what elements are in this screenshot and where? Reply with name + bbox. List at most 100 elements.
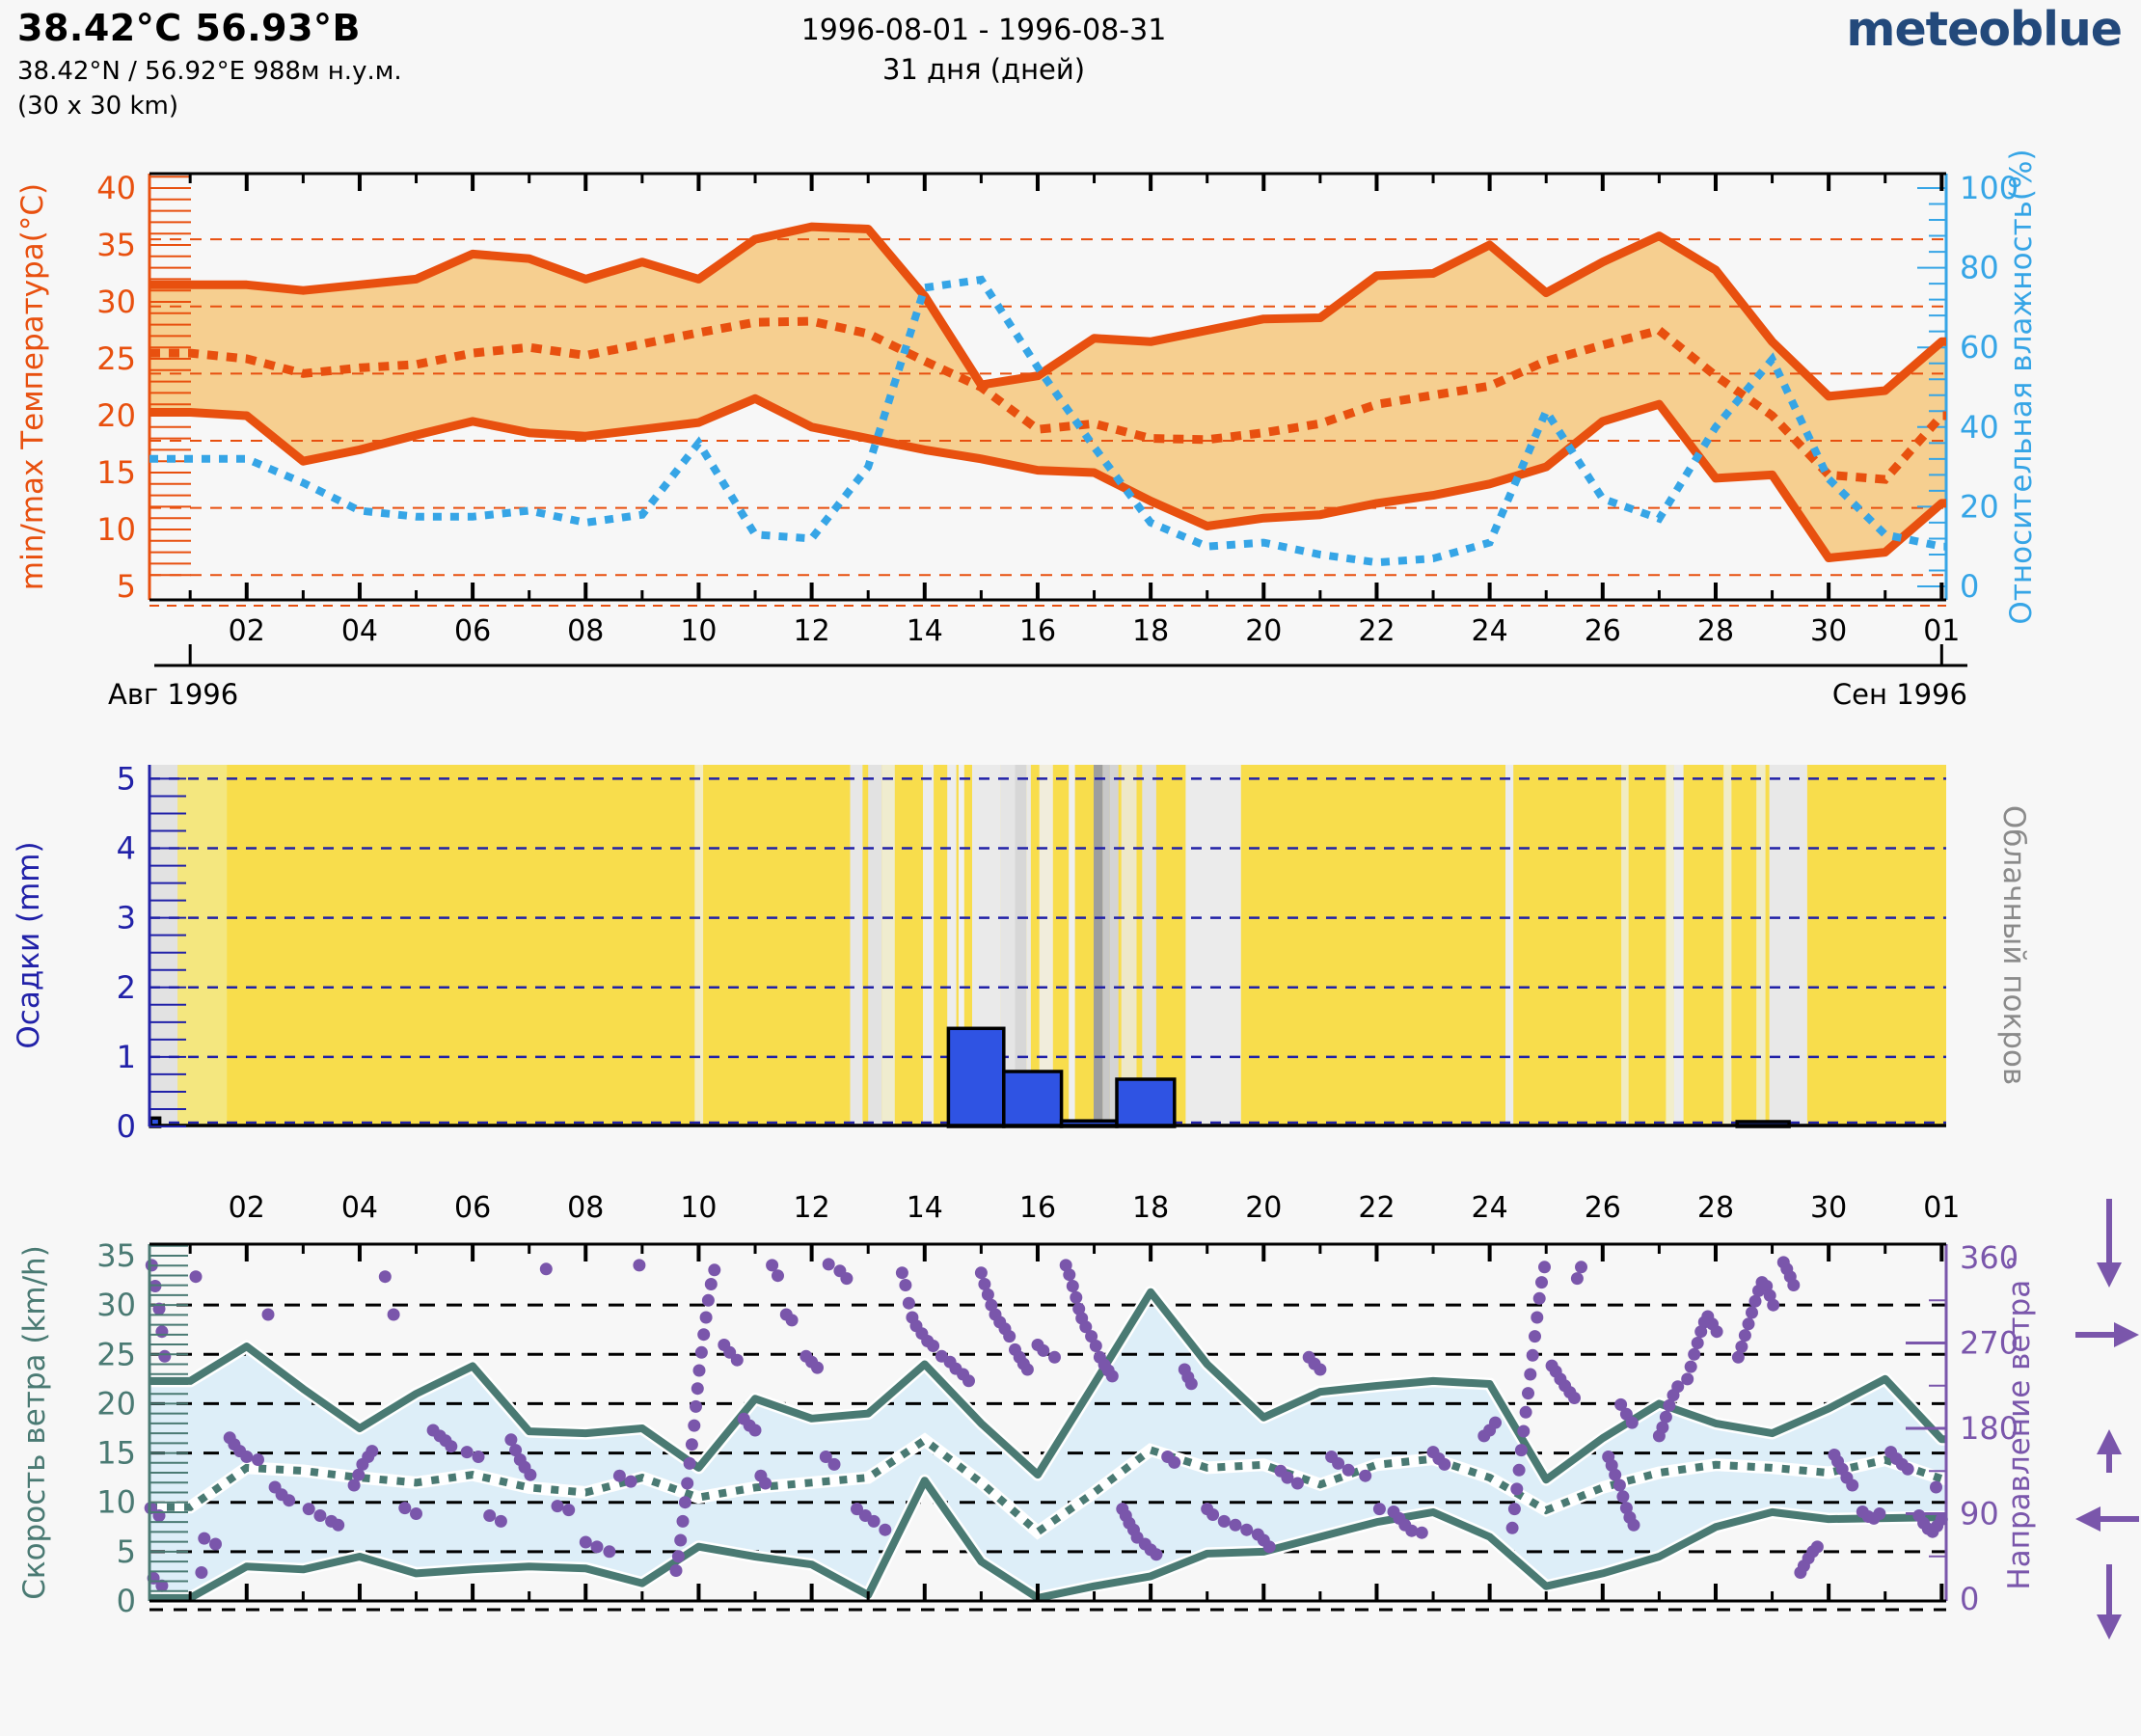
wind-direction-dot (1846, 1478, 1859, 1492)
svg-text:Относительная влажность(%): Относительная влажность(%) (2004, 149, 2039, 624)
wind-direction-dot (1003, 1330, 1016, 1343)
wind-direction-dot (579, 1535, 592, 1549)
svg-text:26: 26 (1585, 1191, 1621, 1225)
wind-direction-dot (692, 1364, 706, 1377)
svg-text:20: 20 (1245, 1191, 1282, 1225)
wind-direction-dot (1217, 1514, 1231, 1528)
tmin-line (149, 393, 1946, 562)
wind-direction-dot (1359, 1469, 1372, 1482)
wind-direction-dot (195, 1566, 208, 1579)
wind-direction-dot (1372, 1503, 1386, 1516)
wind-direction-dot (697, 1328, 711, 1342)
wind-direction-dot (1489, 1416, 1502, 1429)
precipitation-chart: 0 1 2 3 4 5 Осадки (mm) Облачный покров (12, 760, 2031, 1145)
wind-direction-dot (1070, 1290, 1083, 1304)
wind-direction-dot (1619, 1502, 1633, 1515)
wind-direction-dot (759, 1477, 772, 1490)
wind-direction-dot (772, 1269, 784, 1283)
wind-direction-dot (1526, 1348, 1539, 1362)
svg-text:22: 22 (1358, 614, 1395, 648)
wind-direction-dot (445, 1440, 458, 1453)
svg-text:100: 100 (1960, 170, 2019, 206)
wind-direction-dot (1519, 1405, 1532, 1419)
svg-text:16: 16 (1019, 1191, 1056, 1225)
svg-text:10: 10 (96, 1484, 136, 1521)
wind-direction-dot (962, 1374, 975, 1388)
wind-direction-dot (678, 1496, 691, 1509)
wind-direction-dot (1671, 1380, 1685, 1394)
svg-text:16: 16 (1019, 614, 1056, 648)
svg-text:30: 30 (96, 1287, 136, 1323)
wind-direction-dot (189, 1270, 203, 1284)
location-coordinates: 38.42°N / 56.92°E 988м н.у.м. (17, 56, 402, 86)
svg-text:12: 12 (794, 614, 830, 648)
wind-direction-dot (708, 1263, 721, 1277)
wind-direction-dot (704, 1278, 718, 1290)
wind-direction-arrow-icon (2097, 1262, 2122, 1288)
svg-text:14: 14 (907, 1191, 943, 1225)
svg-text:18: 18 (1132, 1191, 1169, 1225)
cloud-stripe (947, 765, 957, 1126)
wind-direction-dot (1514, 1444, 1528, 1457)
wind-direction-dot (1767, 1298, 1780, 1312)
wind-direction-dot (1037, 1343, 1050, 1357)
wind-direction-dot (352, 1468, 366, 1481)
cloud-stripe (1015, 765, 1027, 1126)
svg-text:4: 4 (117, 830, 136, 867)
wind-direction-dot (1510, 1482, 1524, 1496)
cloud-stripe (868, 765, 882, 1126)
cloud-stripe (1769, 765, 1807, 1126)
wind-direction-dot (366, 1445, 379, 1458)
wind-direction-arrow-icon (2097, 1429, 2122, 1454)
wind-direction-dot (1763, 1288, 1776, 1302)
wind-direction-dot (504, 1433, 518, 1447)
wind-direction-dot (981, 1288, 994, 1301)
wind-direction-dot (1735, 1340, 1748, 1353)
wind-direction-dot (1532, 1291, 1546, 1305)
wind-direction-dot (1748, 1294, 1762, 1308)
wind-direction-dot (1810, 1540, 1824, 1554)
wind-direction-dot (155, 1579, 169, 1592)
wind-direction-dot (1063, 1268, 1076, 1282)
wind-direction-dot (1415, 1526, 1428, 1539)
cloud-stripe (1673, 765, 1684, 1126)
wind-direction-dot (332, 1518, 345, 1532)
wind-direction-dot (694, 1345, 708, 1359)
wind-direction-dot (1742, 1317, 1755, 1331)
wind-direction-dot (819, 1451, 832, 1463)
wind-direction-dot (676, 1514, 690, 1528)
cloud-stripe (694, 765, 704, 1126)
svg-text:40: 40 (1960, 409, 1999, 446)
svg-text:06: 06 (454, 1191, 491, 1225)
wind-direction-dot (1873, 1507, 1886, 1520)
wind-direction-dot (410, 1507, 422, 1520)
wind-direction-dot (261, 1308, 275, 1321)
location-block: 38.42°C 56.93°В 38.42°N / 56.92°E 988м н… (17, 6, 402, 122)
wind-direction-dot (387, 1308, 400, 1321)
wind-direction-arrow-icon (2075, 1506, 2100, 1532)
wind-direction-dot (633, 1259, 646, 1272)
svg-text:30: 30 (1810, 614, 1847, 648)
location-title: 38.42°C 56.93°В (17, 7, 361, 49)
wind-direction-dot (1089, 1340, 1102, 1352)
wind-direction-dot (1529, 1330, 1541, 1343)
wind-direction-dot (378, 1270, 392, 1284)
wind-direction-dot (1342, 1463, 1355, 1477)
wind-direction-dot (730, 1353, 744, 1367)
wind-direction-dot (1522, 1387, 1534, 1400)
wind-direction-dot (1262, 1540, 1276, 1554)
cloud-stripe (1039, 765, 1053, 1126)
svg-text:04: 04 (341, 614, 378, 648)
svg-text:Облачный покров: Облачный покров (1996, 805, 2031, 1085)
wind-direction-dot (1688, 1347, 1701, 1361)
wind-direction-dot (590, 1540, 604, 1554)
svg-text:60: 60 (1960, 329, 1999, 366)
svg-text:01: 01 (1923, 614, 1960, 648)
svg-text:30: 30 (1810, 1191, 1847, 1225)
wind-direction-dot (1066, 1280, 1079, 1292)
svg-text:20: 20 (96, 1385, 136, 1422)
wind-direction-dot (902, 1296, 915, 1310)
wind-direction-dot (460, 1446, 474, 1459)
